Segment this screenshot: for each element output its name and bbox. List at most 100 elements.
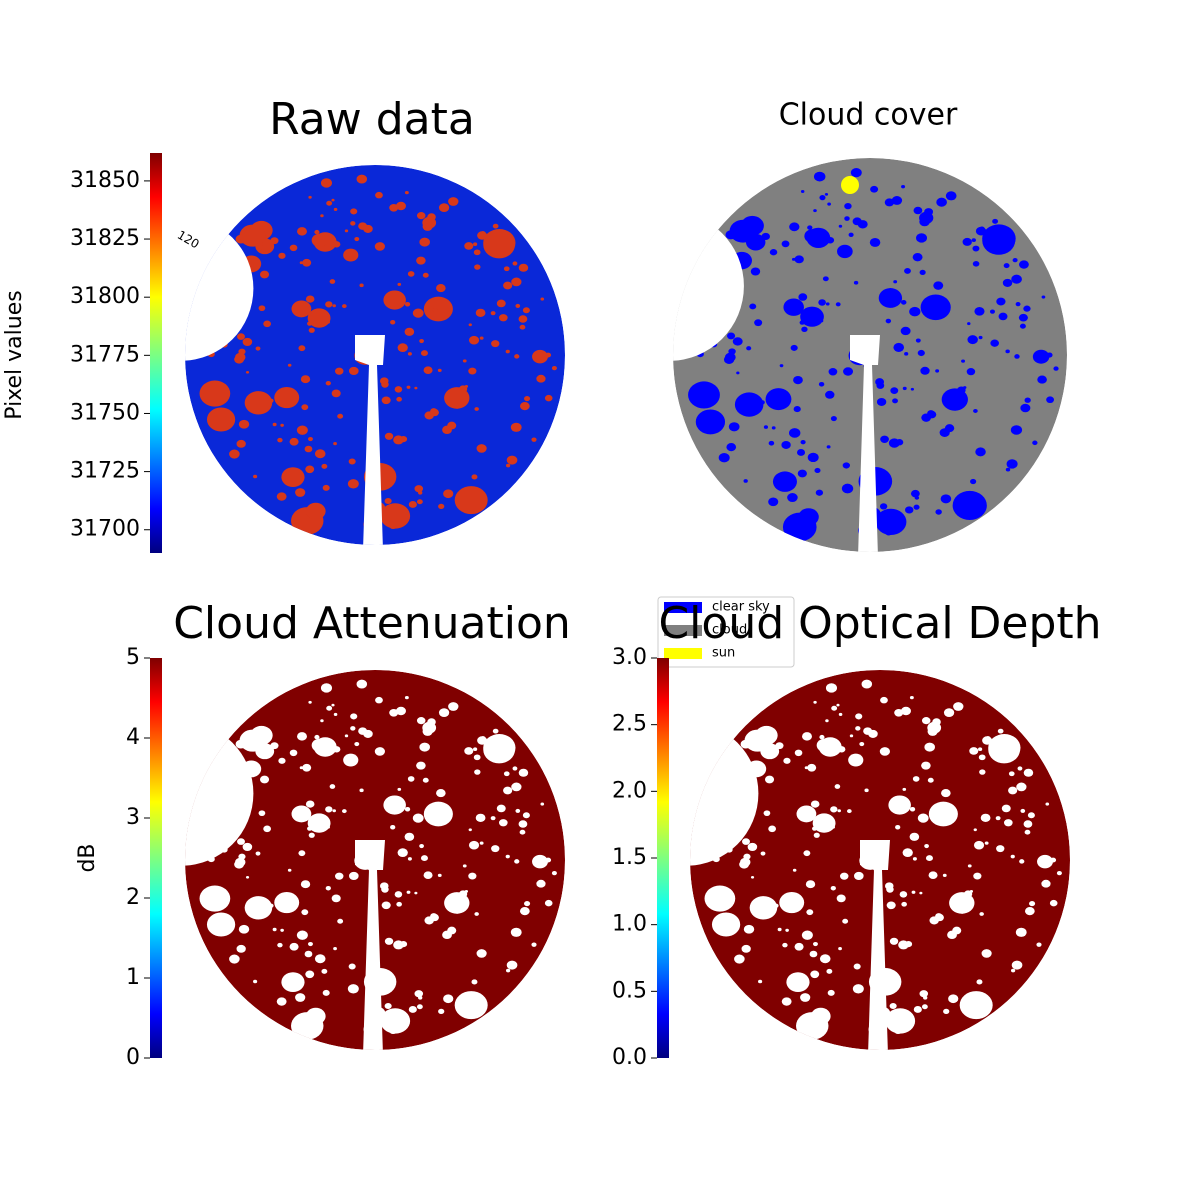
blob xyxy=(843,367,854,376)
blob xyxy=(879,503,888,510)
blob xyxy=(863,727,873,735)
blob xyxy=(739,860,750,869)
blob xyxy=(998,312,1008,321)
blob xyxy=(1001,804,1011,813)
blob xyxy=(348,963,356,970)
blob xyxy=(928,871,938,880)
blob xyxy=(536,879,546,888)
blob xyxy=(855,726,861,731)
blob xyxy=(904,268,911,274)
blob xyxy=(741,944,751,953)
blob xyxy=(1010,854,1015,859)
blob xyxy=(379,377,389,385)
blob xyxy=(997,728,1004,734)
blob xyxy=(1006,459,1018,469)
blob xyxy=(321,463,328,469)
blob xyxy=(910,489,920,498)
blob xyxy=(953,702,964,711)
blob xyxy=(1011,274,1022,284)
blob xyxy=(199,380,231,407)
blob xyxy=(979,769,986,775)
blob xyxy=(464,384,469,388)
blob xyxy=(783,298,804,316)
blob xyxy=(878,288,903,308)
blob xyxy=(475,308,486,318)
blob xyxy=(919,891,923,895)
blob xyxy=(1005,349,1010,354)
blob xyxy=(322,484,330,491)
blob xyxy=(422,777,429,783)
blob xyxy=(299,261,304,265)
blob xyxy=(819,954,831,964)
blob xyxy=(916,233,928,243)
blob xyxy=(454,486,488,515)
blob xyxy=(812,951,817,956)
blob xyxy=(396,396,402,402)
blob xyxy=(464,747,474,755)
blob xyxy=(940,494,952,504)
blob xyxy=(464,889,469,893)
blob xyxy=(750,875,755,879)
blob xyxy=(711,912,741,937)
blob xyxy=(332,746,341,753)
blob xyxy=(359,788,364,793)
blob xyxy=(747,842,758,852)
blob xyxy=(289,244,298,252)
blob xyxy=(262,243,266,246)
blob xyxy=(427,811,434,817)
blob xyxy=(329,784,336,789)
blob xyxy=(512,766,518,771)
colorbar-tick-label: 1 xyxy=(126,965,140,990)
blob xyxy=(384,432,394,440)
blob xyxy=(443,994,454,1004)
blob xyxy=(814,467,821,474)
blob xyxy=(996,297,1006,306)
blob xyxy=(726,332,736,340)
blob xyxy=(268,398,274,403)
blob xyxy=(532,349,548,364)
blob xyxy=(948,994,959,1004)
blob xyxy=(420,855,428,862)
blob xyxy=(781,240,790,248)
blob xyxy=(407,776,415,782)
blob xyxy=(468,335,480,345)
blob xyxy=(308,832,315,838)
blob xyxy=(959,991,993,1020)
colorbar-tick-label: 5 xyxy=(126,645,140,670)
blob xyxy=(404,806,411,812)
blob xyxy=(919,269,926,275)
blob xyxy=(471,474,478,480)
notch xyxy=(673,211,744,361)
blob xyxy=(962,237,972,246)
colorbar-tick-label: 4 xyxy=(126,725,140,750)
legend-swatch xyxy=(664,625,702,636)
panel-title: Raw data xyxy=(269,94,475,145)
blob xyxy=(512,261,518,266)
blob xyxy=(1045,802,1050,806)
blob xyxy=(800,993,811,1002)
blob xyxy=(427,213,436,221)
blob xyxy=(432,812,438,818)
blob xyxy=(483,736,515,764)
blob xyxy=(1018,260,1029,269)
blob xyxy=(813,832,820,838)
blob xyxy=(437,368,442,372)
blob xyxy=(347,479,359,489)
panel-title: Cloud Attenuation xyxy=(173,598,571,649)
blob xyxy=(819,195,826,201)
blob xyxy=(242,337,253,347)
blob xyxy=(935,369,940,373)
blob xyxy=(793,375,803,385)
blob xyxy=(970,478,977,485)
blob xyxy=(807,225,813,230)
blob xyxy=(801,930,813,940)
blob xyxy=(438,503,445,510)
blob xyxy=(790,344,798,351)
blob xyxy=(1024,397,1031,403)
blob xyxy=(274,386,300,409)
blob xyxy=(949,892,975,914)
blob xyxy=(239,729,266,752)
blob xyxy=(913,1005,922,1013)
blob xyxy=(263,825,272,833)
blob xyxy=(902,386,907,391)
